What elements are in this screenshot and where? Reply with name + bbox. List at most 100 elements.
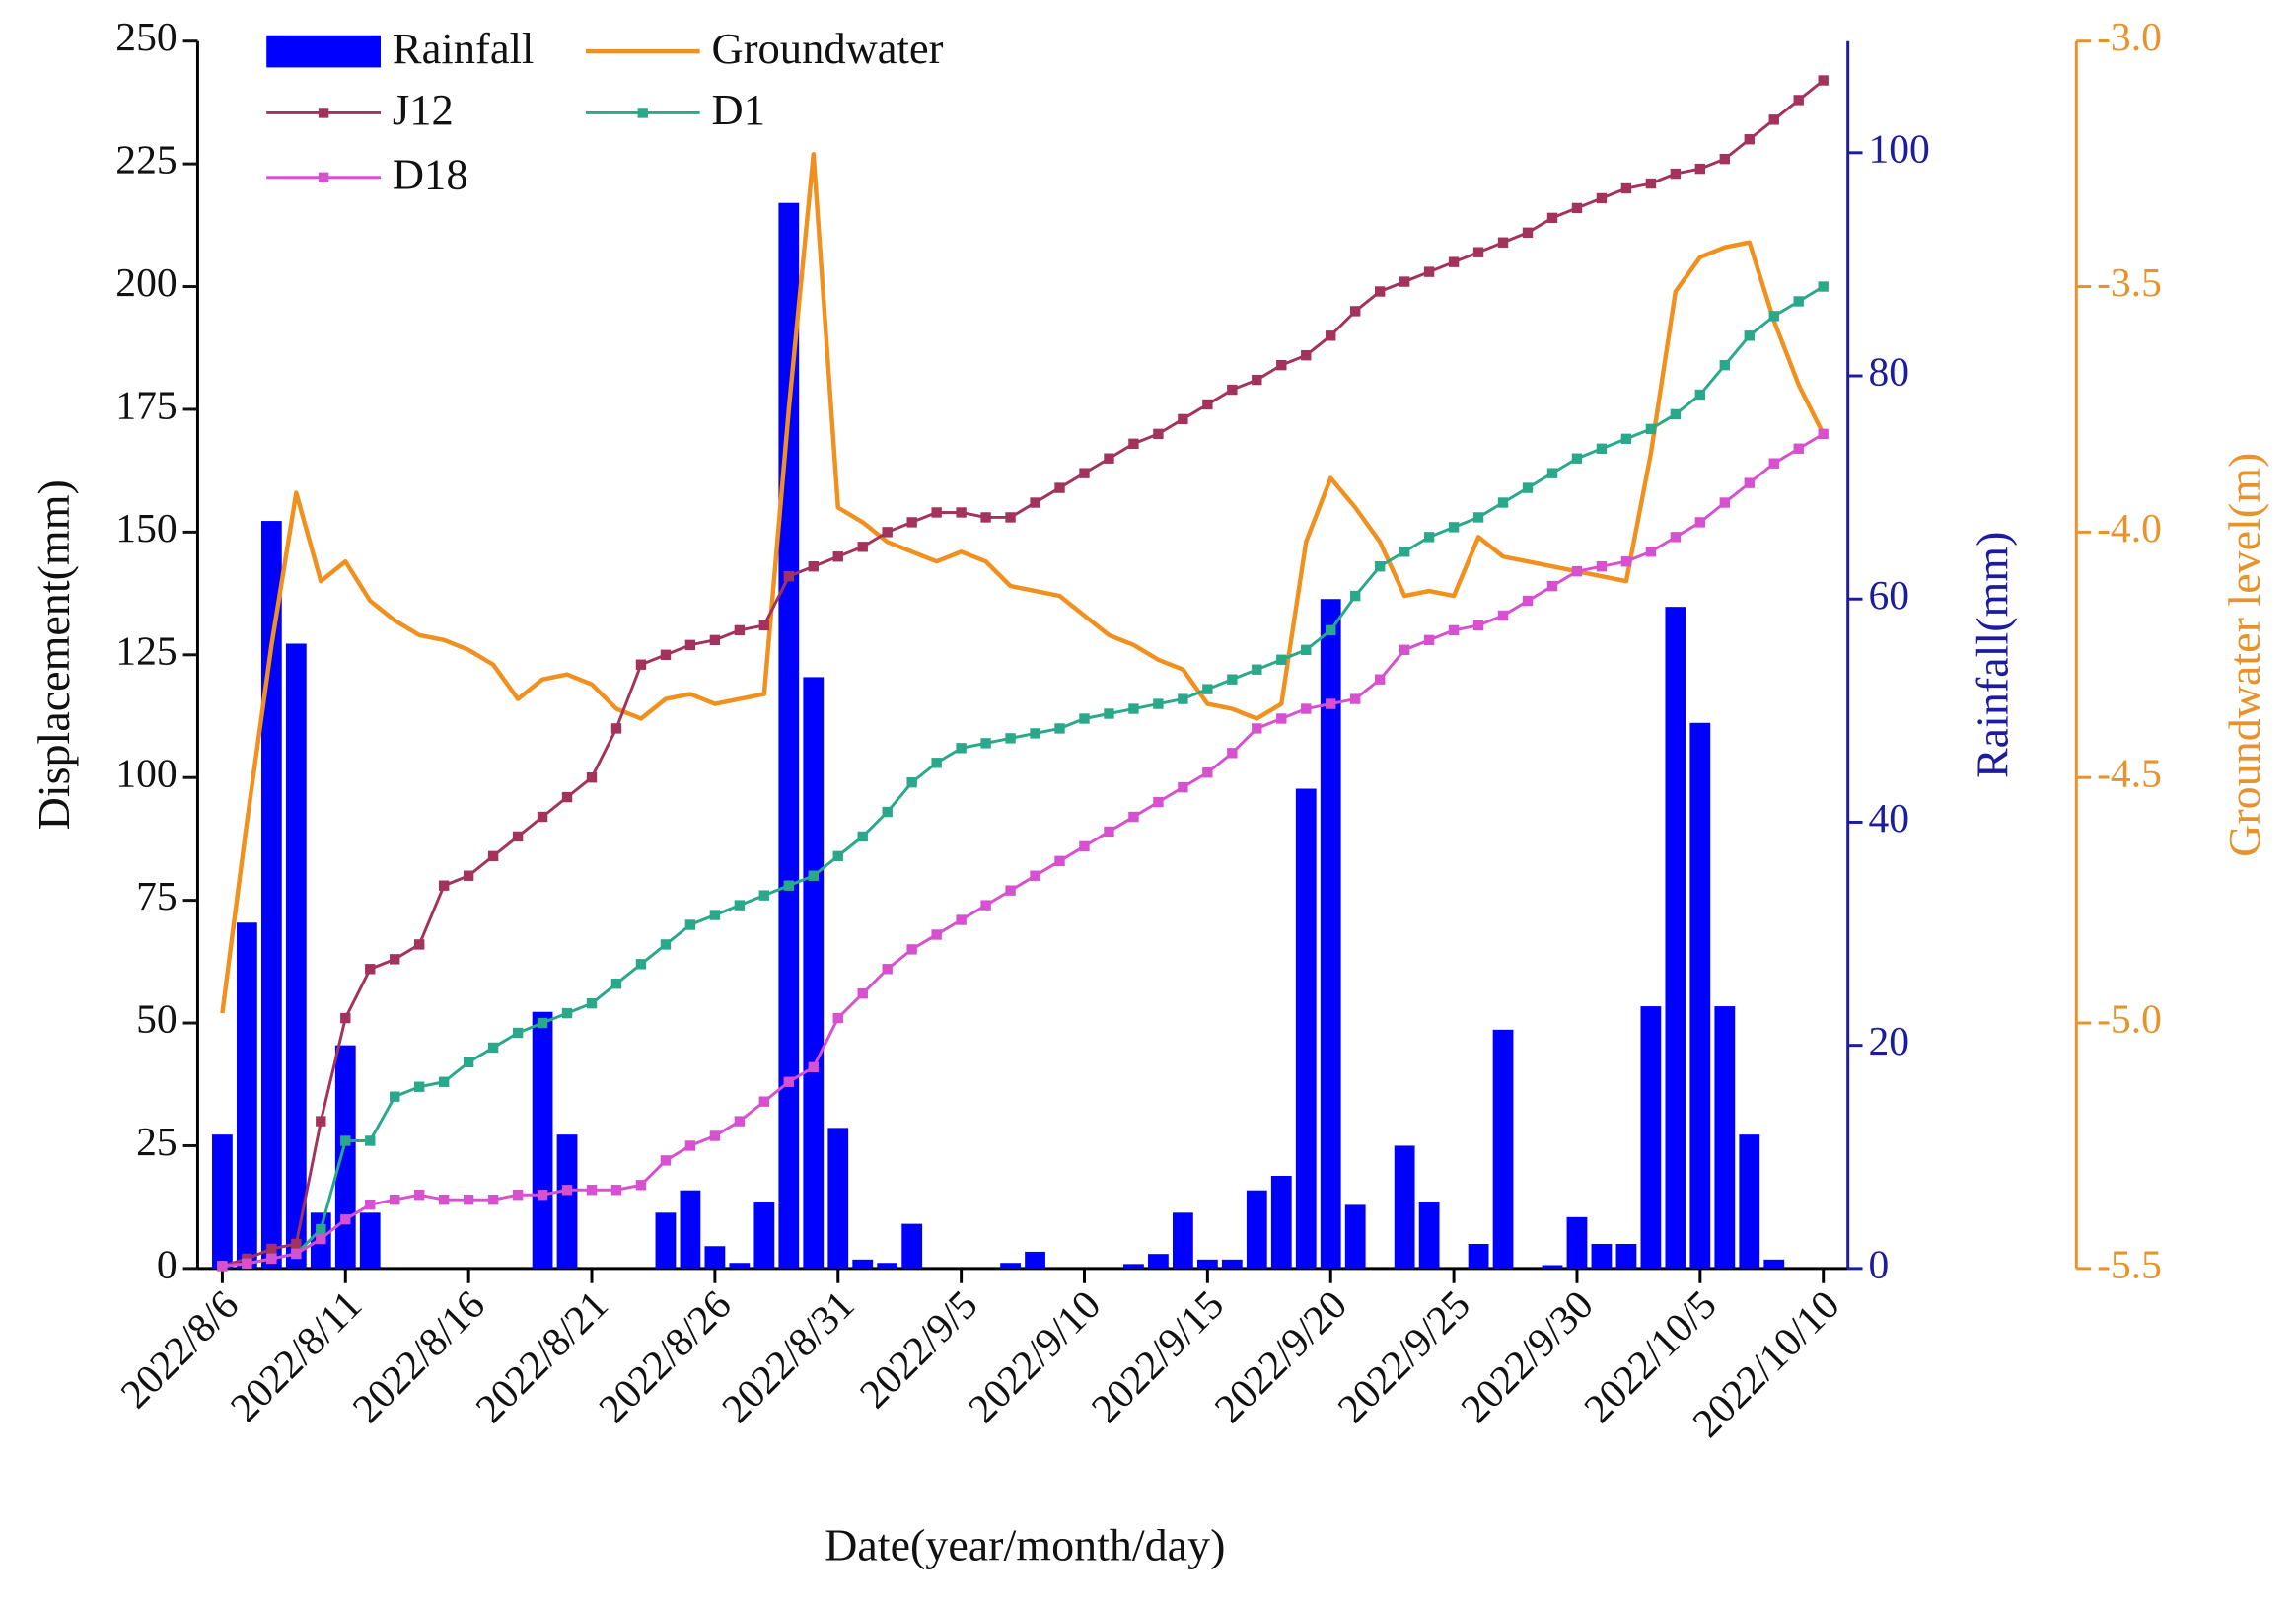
marker: [1005, 733, 1016, 744]
y2-axis-title: Rainfall(mm): [1968, 532, 2018, 778]
bar: [532, 1011, 553, 1269]
marker: [586, 997, 598, 1009]
marker: [1719, 497, 1731, 508]
marker: [1546, 212, 1558, 224]
marker: [1793, 95, 1804, 106]
y-tick-label: 175: [115, 383, 177, 428]
marker: [1670, 532, 1682, 543]
marker: [316, 1233, 326, 1245]
marker: [1030, 728, 1040, 739]
legend-marker: [637, 108, 648, 118]
marker: [291, 1238, 302, 1250]
marker: [586, 1185, 598, 1196]
marker: [1571, 565, 1583, 577]
bar: [1221, 1259, 1243, 1269]
marker: [1620, 433, 1632, 445]
legend-label: Groundwater: [712, 24, 944, 73]
marker: [1030, 497, 1040, 508]
marker: [487, 1195, 499, 1205]
marker: [660, 1155, 672, 1166]
y2-tick-label: 0: [1868, 1241, 1889, 1286]
y-tick-label: 250: [115, 14, 177, 59]
marker: [1793, 296, 1804, 307]
marker: [365, 1135, 376, 1146]
marker: [1793, 443, 1804, 454]
y-tick-label: 50: [136, 996, 178, 1042]
marker: [734, 900, 746, 911]
marker: [1744, 330, 1755, 341]
bar: [1615, 1243, 1637, 1269]
marker: [1768, 458, 1779, 469]
marker: [783, 1076, 795, 1087]
y2-tick-label: 100: [1868, 125, 1929, 171]
bar: [1196, 1259, 1218, 1269]
marker: [635, 1180, 647, 1191]
marker: [390, 1195, 400, 1205]
y-tick-label: 150: [115, 505, 177, 550]
bar: [1000, 1263, 1021, 1269]
marker: [1497, 497, 1509, 508]
marker: [414, 939, 425, 950]
marker: [291, 1248, 302, 1260]
marker: [1670, 408, 1682, 420]
bar: [334, 1045, 356, 1269]
marker: [1153, 698, 1164, 709]
bar: [1640, 1006, 1662, 1269]
marker: [537, 811, 548, 823]
marker: [1301, 350, 1312, 361]
y3-tick-label: -3.0: [2097, 14, 2162, 59]
bar: [359, 1212, 381, 1269]
legend-label: D18: [393, 149, 468, 198]
marker: [1128, 811, 1139, 823]
bar: [1591, 1243, 1613, 1269]
marker: [340, 1135, 351, 1146]
marker: [1645, 178, 1657, 189]
marker: [1326, 698, 1336, 709]
marker: [1744, 477, 1755, 488]
marker: [487, 850, 499, 862]
marker: [882, 527, 893, 538]
marker: [1252, 723, 1262, 734]
legend-swatch: [266, 35, 382, 68]
marker: [1227, 748, 1238, 759]
marker: [1350, 590, 1361, 602]
marker: [1374, 561, 1386, 572]
marker: [1472, 247, 1484, 257]
marker: [832, 551, 843, 562]
y2-tick-label: 20: [1868, 1018, 1909, 1063]
bar: [212, 1134, 233, 1269]
bar: [1418, 1202, 1440, 1269]
marker: [1104, 826, 1114, 838]
marker: [956, 743, 967, 754]
marker: [1497, 237, 1509, 248]
marker: [906, 776, 917, 788]
marker: [1399, 644, 1410, 656]
marker: [1719, 359, 1731, 371]
marker: [1596, 561, 1608, 572]
marker: [1448, 256, 1460, 267]
marker: [1546, 580, 1558, 592]
marker: [1818, 281, 1829, 292]
marker: [1694, 163, 1706, 175]
bar: [236, 922, 257, 1269]
marker: [1423, 532, 1435, 543]
marker: [956, 914, 967, 925]
marker: [537, 1017, 548, 1029]
marker: [487, 1042, 499, 1054]
marker: [783, 880, 795, 891]
marker: [1326, 330, 1336, 341]
marker: [906, 944, 917, 955]
legend-marker: [318, 108, 329, 118]
bar: [1689, 722, 1711, 1269]
marker: [1153, 796, 1164, 808]
marker: [709, 634, 721, 646]
marker: [684, 1140, 696, 1151]
marker: [414, 1081, 425, 1092]
marker: [512, 1027, 524, 1039]
marker: [1423, 634, 1435, 646]
marker: [1497, 610, 1509, 621]
y-axis-title: Displacement(mm): [29, 479, 79, 830]
marker: [1178, 781, 1188, 793]
marker: [242, 1258, 252, 1270]
y-tick-label: 0: [157, 1241, 178, 1286]
